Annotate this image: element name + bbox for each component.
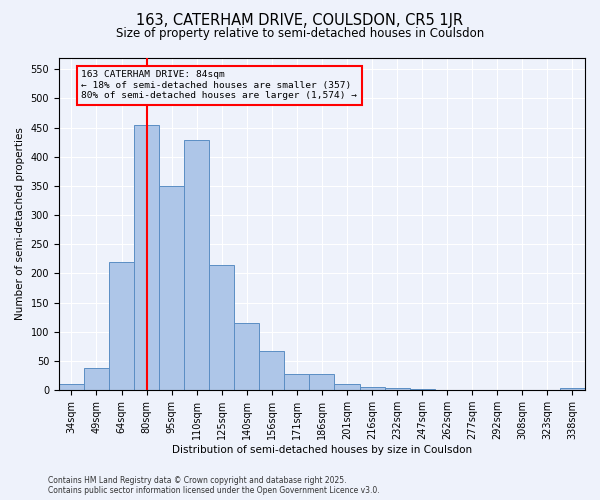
- Text: 163, CATERHAM DRIVE, COULSDON, CR5 1JR: 163, CATERHAM DRIVE, COULSDON, CR5 1JR: [136, 12, 464, 28]
- Bar: [284, 374, 310, 390]
- X-axis label: Distribution of semi-detached houses by size in Coulsdon: Distribution of semi-detached houses by …: [172, 445, 472, 455]
- Bar: [84, 368, 109, 390]
- Bar: [159, 186, 184, 390]
- Bar: [359, 388, 385, 390]
- Bar: [234, 323, 259, 390]
- Text: Contains HM Land Registry data © Crown copyright and database right 2025.
Contai: Contains HM Land Registry data © Crown c…: [48, 476, 380, 495]
- Bar: [410, 389, 434, 390]
- Bar: [209, 264, 234, 390]
- Bar: [134, 124, 159, 390]
- Text: Size of property relative to semi-detached houses in Coulsdon: Size of property relative to semi-detach…: [116, 28, 484, 40]
- Bar: [385, 388, 410, 390]
- Bar: [310, 374, 334, 390]
- Bar: [59, 384, 84, 390]
- Y-axis label: Number of semi-detached properties: Number of semi-detached properties: [15, 128, 25, 320]
- Bar: [334, 384, 359, 390]
- Bar: [184, 140, 209, 390]
- Text: 163 CATERHAM DRIVE: 84sqm
← 18% of semi-detached houses are smaller (357)
80% of: 163 CATERHAM DRIVE: 84sqm ← 18% of semi-…: [82, 70, 358, 100]
- Bar: [259, 350, 284, 390]
- Bar: [560, 388, 585, 390]
- Bar: [109, 262, 134, 390]
